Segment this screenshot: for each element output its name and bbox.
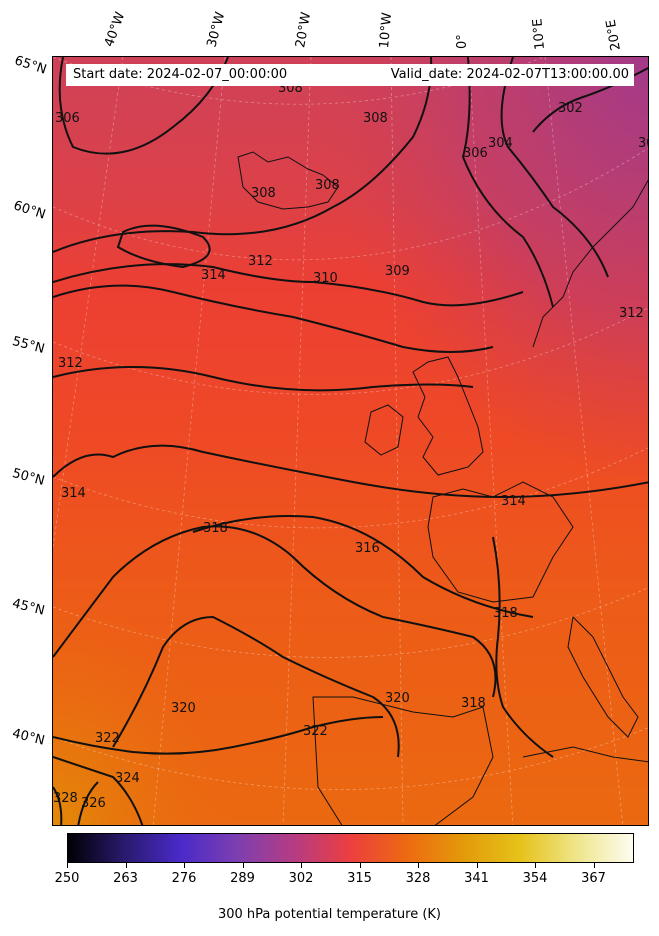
colorbar-tick (242, 863, 244, 868)
lon-label-30w: 30°W (204, 10, 229, 49)
contour-318 (53, 525, 497, 698)
contour-label: 312 (58, 356, 83, 371)
warm-region-southwest (53, 57, 648, 825)
colorbar-tick-label: 302 (288, 871, 314, 886)
valid-date-label: Valid_date: 2024-02-07T13:00:00.00 (390, 67, 629, 82)
contour-label: 326 (81, 796, 106, 811)
contour-label: 309 (385, 264, 410, 279)
map-panel[interactable]: 308 306 304 302 300 308 308 308 312 310 … (52, 56, 649, 826)
contour-label: 308 (315, 178, 340, 193)
italy-coast (567, 615, 639, 738)
contour-306 (461, 57, 554, 308)
contour-320 (112, 615, 400, 758)
contour-310 (53, 263, 524, 307)
contour-314 (53, 444, 648, 499)
lat-label-50n: 50°N (10, 466, 47, 489)
contour-324 (53, 756, 144, 825)
colorbar-tick-label: 341 (464, 871, 489, 886)
contour-326 (77, 781, 99, 825)
iceland-coast (237, 151, 339, 210)
colorbar-tick (125, 863, 127, 868)
colorbar-tick-label: 263 (113, 871, 138, 886)
contour-label: 328 (53, 791, 78, 806)
contours (53, 57, 648, 825)
colorbar-tick-label: 289 (230, 871, 255, 886)
lon-label-20e: 20°E (603, 18, 624, 52)
contour-306-north (58, 57, 229, 155)
colorbar-tick (593, 863, 595, 868)
colorbar-tick-label: 367 (581, 871, 606, 886)
contour-label: 314 (501, 494, 526, 509)
colorbar-tick-label: 276 (171, 871, 197, 886)
lat-label-60n: 60°N (11, 198, 48, 223)
contour-label: 312 (248, 254, 273, 269)
contour-label: 320 (171, 701, 196, 716)
contour-label: 312 (619, 306, 644, 321)
contour-label: 318 (203, 521, 228, 536)
contour-328 (53, 786, 63, 825)
contour-label: 314 (201, 268, 226, 283)
britain-coast (412, 356, 484, 476)
colorbar-tick (418, 863, 419, 868)
contour-label: 324 (115, 771, 140, 786)
contour-label: 316 (355, 541, 380, 556)
contour-308 (53, 57, 433, 253)
contour-label: 306 (55, 111, 80, 126)
colorbar-tick (535, 863, 536, 868)
contour-label: 302 (558, 101, 583, 116)
contour-318-east (492, 536, 554, 758)
contour-322 (53, 716, 384, 755)
contour-label: 306 (463, 146, 488, 161)
colorbar (67, 833, 634, 863)
lat-label-40n: 40°N (10, 726, 47, 749)
date-header: Start date: 2024-02-07_00:00:00 Valid_da… (66, 64, 634, 86)
colorbar-tick (359, 863, 361, 868)
contour-312 (53, 284, 494, 353)
contour-label: 314 (61, 486, 86, 501)
contour-label: 308 (363, 111, 388, 126)
colorbar-tick (476, 863, 478, 868)
ireland-coast (364, 404, 404, 456)
lon-label-40w: 40°W (101, 10, 129, 49)
contour-label: 304 (488, 136, 513, 151)
lat-label-65n: 65°N (12, 53, 49, 78)
contour-label: 320 (385, 691, 410, 706)
colorbar-tick-label: 354 (522, 871, 548, 886)
contour-label: 318 (493, 606, 518, 621)
colorbar-tick-label: 315 (347, 871, 372, 886)
contour-label: 322 (95, 731, 120, 746)
contour-label: 318 (461, 696, 486, 711)
colorbar-tick-label: 328 (405, 871, 431, 886)
contour-314-loop (116, 224, 211, 269)
lon-label-10w: 10°W (377, 11, 396, 49)
contour-label: 308 (251, 186, 276, 201)
lon-label-10e: 10°E (530, 17, 548, 51)
colorbar-tick (184, 863, 185, 868)
lat-label-45n: 45°N (10, 596, 47, 619)
contour-316 (192, 515, 534, 618)
contour-312-b (53, 366, 474, 392)
start-date-label: Start date: 2024-02-07_00:00:00 (73, 67, 288, 82)
lat-label-55n: 55°N (10, 334, 47, 357)
contour-304 (500, 57, 609, 278)
scandinavia-coast (532, 179, 648, 348)
colorbar-tick-label: 250 (54, 871, 80, 886)
colorbar-label: 300 hPa potential temperature (K) (217, 907, 441, 922)
contour-label: 300 (638, 136, 649, 151)
contour-label: 310 (313, 271, 338, 286)
lon-label-0: 0° (455, 34, 470, 49)
colorbar-tick (67, 863, 68, 868)
lon-label-20w: 20°W (293, 11, 315, 50)
map-canvas: 308 306 304 302 300 308 308 308 312 310 … (53, 57, 649, 825)
contour-label: 322 (303, 724, 328, 739)
coastlines (237, 151, 648, 825)
north-africa-coast (522, 746, 648, 763)
graticule (53, 57, 648, 825)
colorbar-tick (301, 863, 302, 868)
contour-labels: 308 306 304 302 300 308 308 308 312 310 … (53, 81, 649, 811)
iberia-coast (312, 696, 494, 825)
